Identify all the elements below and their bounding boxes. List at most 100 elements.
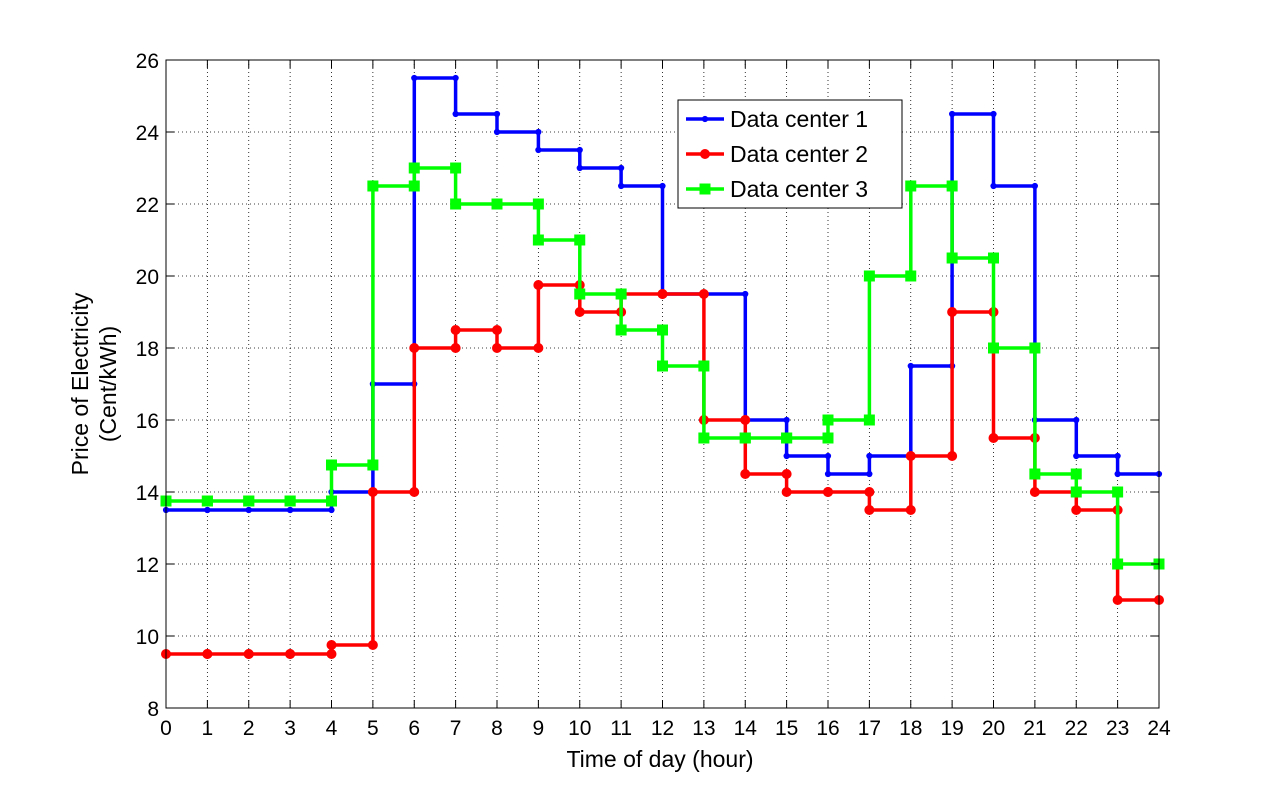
data-point (863, 414, 875, 426)
data-point (408, 162, 420, 174)
data-point (698, 289, 709, 299)
data-point (657, 324, 668, 336)
y-axis-title-line2: (Cent/kWh) (95, 326, 121, 442)
y-tick-label: 16 (136, 410, 159, 433)
data-point (988, 433, 999, 443)
data-point (698, 432, 710, 444)
data-point (409, 343, 420, 353)
y-tick-label: 24 (136, 122, 160, 145)
data-point (864, 505, 875, 515)
data-point (328, 506, 335, 514)
data-point (618, 164, 625, 172)
data-point (245, 506, 252, 514)
x-tick-label: 5 (367, 717, 379, 740)
y-axis-title-line1: Price of Electricity (67, 292, 93, 475)
data-point (533, 343, 544, 353)
data-point (783, 416, 790, 424)
data-point (326, 649, 337, 659)
x-tick-label: 24 (1147, 717, 1171, 740)
y-tick-label: 22 (136, 194, 159, 217)
data-point (450, 198, 462, 210)
y-tick-label: 14 (136, 482, 160, 505)
data-point (990, 182, 997, 190)
x-tick-label: 17 (858, 717, 881, 740)
data-point (492, 325, 502, 335)
data-point (1070, 468, 1082, 480)
data-point (491, 198, 503, 210)
data-point (493, 128, 501, 136)
data-point (1029, 487, 1040, 497)
legend-label: Data center 3 (730, 176, 868, 202)
data-point (367, 487, 378, 497)
x-tick-label: 23 (1106, 717, 1129, 740)
x-tick-label: 14 (734, 717, 758, 740)
x-tick-label: 0 (160, 717, 172, 740)
series-line (166, 166, 1159, 566)
data-point (574, 288, 586, 300)
data-point (866, 452, 873, 460)
data-point (781, 487, 792, 497)
data-point (411, 74, 418, 82)
data-point (781, 469, 792, 479)
data-point (492, 343, 502, 353)
y-tick-label: 18 (136, 338, 159, 361)
x-tick-label: 4 (326, 717, 338, 740)
data-point (285, 649, 296, 659)
x-tick-label: 18 (899, 717, 922, 740)
data-point (698, 360, 710, 372)
data-point (450, 343, 461, 353)
data-point (1114, 452, 1121, 460)
data-point (657, 289, 668, 299)
x-axis-title: Time of day (hour) (566, 746, 753, 772)
data-point (243, 495, 255, 507)
x-tick-label: 10 (568, 717, 591, 740)
data-point (946, 252, 958, 264)
data-point (866, 470, 873, 478)
data-point (949, 110, 956, 118)
data-point (452, 110, 459, 118)
x-tick-label: 2 (243, 717, 255, 740)
data-point (1073, 416, 1080, 424)
x-tick-label: 6 (408, 717, 420, 740)
y-tick-label: 20 (136, 266, 159, 289)
data-point (905, 505, 916, 515)
data-point (947, 451, 958, 461)
data-point (1029, 342, 1041, 354)
x-tick-label: 7 (450, 717, 462, 740)
y-tick-label: 10 (136, 626, 159, 649)
data-point (1029, 468, 1041, 480)
data-point (574, 307, 585, 317)
data-point (1112, 558, 1124, 570)
data-point (739, 432, 751, 444)
data-point (535, 128, 542, 136)
x-tick-label: 1 (202, 717, 214, 740)
data-point (905, 270, 917, 282)
data-point (367, 180, 379, 192)
data-point (863, 270, 875, 282)
data-point (907, 362, 914, 370)
x-tick-label: 15 (775, 717, 798, 740)
data-point (201, 495, 213, 507)
data-point (1071, 505, 1082, 515)
data-point (574, 234, 586, 246)
data-point (946, 180, 958, 192)
data-point (618, 182, 625, 190)
data-point (742, 290, 749, 298)
data-point (988, 252, 999, 264)
data-point (243, 649, 254, 659)
grid-lines (166, 60, 1159, 708)
data-point (576, 164, 583, 172)
x-tick-label: 21 (1023, 717, 1046, 740)
x-tick-label: 13 (692, 717, 715, 740)
data-point (204, 506, 211, 514)
data-point (532, 198, 544, 210)
legend-label: Data center 2 (730, 141, 868, 167)
data-point (864, 487, 875, 497)
data-point (1114, 470, 1121, 478)
x-tick-label: 3 (284, 717, 296, 740)
data-point (905, 451, 916, 461)
data-point (535, 146, 542, 154)
data-point (1112, 486, 1124, 498)
data-point (284, 495, 296, 507)
